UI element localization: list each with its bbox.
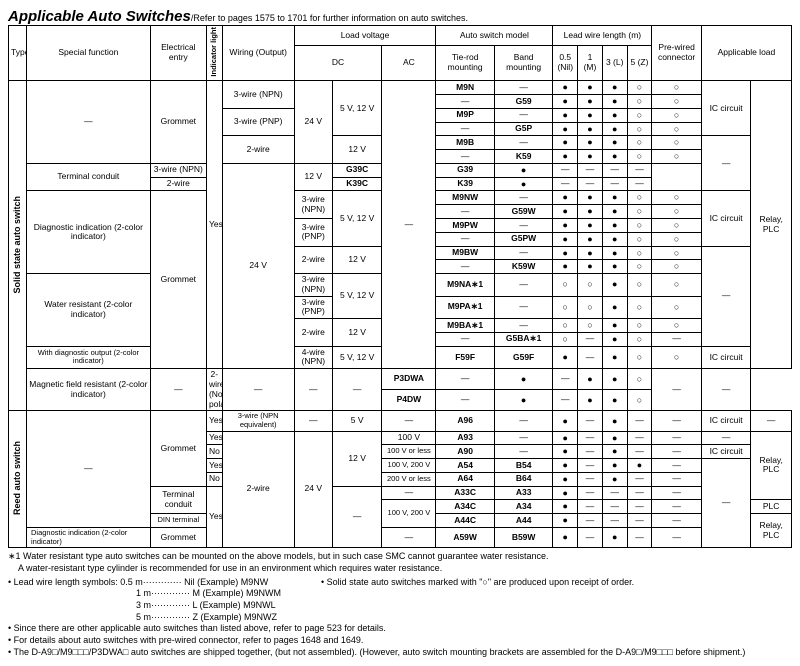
col-tierod: Tie-rod mounting [436, 46, 494, 81]
col-load: Applicable load [701, 26, 791, 81]
model-tie: M9NA∗1 [436, 274, 494, 297]
col-l5: 5 (Z) [627, 46, 652, 81]
col-l1: 1 (M) [578, 46, 603, 81]
auto-switch-table: Type Special function Electrical entry I… [8, 25, 792, 548]
footnotes: ∗1 Water resistant type auto switches ca… [8, 551, 792, 658]
col-entry: Electrical entry [150, 26, 206, 81]
load-ic: IC circuit [701, 81, 750, 136]
col-type: Type [9, 26, 27, 81]
wiring-3npn: 3-wire (NPN) [222, 81, 294, 109]
col-leadwire: Lead wire length (m) [553, 26, 652, 46]
indicator-yes: Yes [206, 81, 222, 369]
entry-grommet: Grommet [150, 81, 206, 164]
col-indicator: Indicator light [206, 26, 222, 81]
dc-24: 24 V [294, 81, 332, 164]
col-band: Band mounting [494, 46, 553, 81]
col-l05: 0.5 (Nil) [553, 46, 578, 81]
model-band: — [494, 81, 553, 95]
col-prewired: Pre-wired connector [652, 26, 701, 81]
load-relay: Relay, PLC [751, 81, 792, 369]
col-dc: DC [294, 46, 382, 81]
dc-5-12: 5 V, 12 V [332, 81, 381, 136]
model-tie: M9N [436, 81, 494, 95]
col-wiring: Wiring (Output) [222, 26, 294, 81]
col-l3: 3 (L) [602, 46, 627, 81]
col-ac: AC [382, 46, 436, 81]
page-subtitle: /Refer to pages 1575 to 1701 for further… [191, 13, 468, 23]
col-special: Special function [26, 26, 150, 81]
page-title: Applicable Auto Switches [8, 8, 191, 25]
type-solid: Solid state auto switch [9, 81, 27, 411]
ac-dash: — [382, 81, 436, 369]
type-reed: Reed auto switch [9, 411, 27, 548]
col-autoswitch: Auto switch model [436, 26, 553, 46]
col-loadvoltage: Load voltage [294, 26, 436, 46]
special-none: — [26, 81, 150, 164]
